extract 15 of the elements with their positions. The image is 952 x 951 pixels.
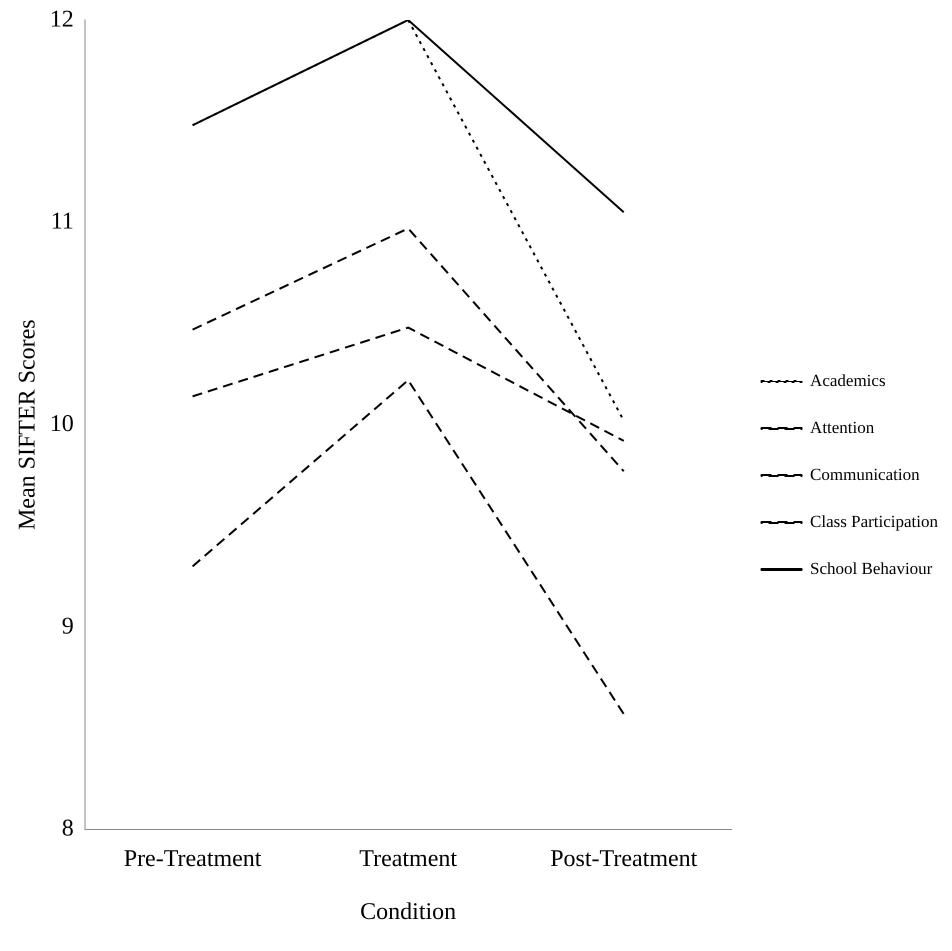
legend-label: School Behaviour — [810, 558, 933, 578]
legend-label: Communication — [810, 464, 920, 484]
y-tick-label: 9 — [62, 613, 74, 640]
legend-label: Class Participation — [810, 512, 938, 531]
x-tick-label: Pre-Treatment — [124, 846, 262, 872]
y-tick-label: 10 — [50, 410, 74, 437]
y-tick-label: 11 — [50, 208, 74, 235]
x-tick-label: Treatment — [359, 846, 458, 872]
legend-label: Academics — [810, 370, 886, 390]
y-axis-title: Mean SIFTER Scores — [14, 319, 41, 530]
y-tick-label: 12 — [50, 6, 74, 32]
x-axis-title: Condition — [360, 898, 456, 925]
y-tick-label: 8 — [62, 816, 74, 842]
legend-label: Attention — [810, 418, 875, 437]
x-tick-label: Post-Treatment — [550, 846, 698, 872]
